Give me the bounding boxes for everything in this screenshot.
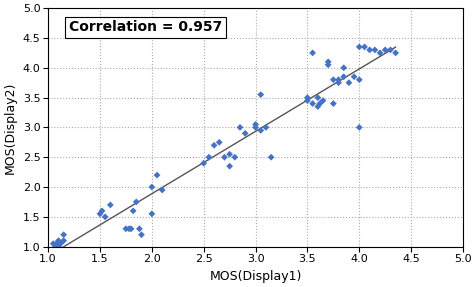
Point [241, 131, 249, 136]
Point [148, 185, 156, 189]
Point [101, 215, 109, 219]
Point [324, 63, 332, 67]
Point [51, 244, 59, 249]
Point [200, 161, 208, 166]
Point [319, 98, 327, 103]
Point [309, 101, 317, 106]
Point [50, 241, 57, 246]
Point [262, 125, 270, 130]
Point [138, 232, 145, 237]
Point [329, 77, 337, 82]
Point [268, 155, 275, 160]
Point [57, 241, 64, 246]
Point [60, 238, 68, 243]
Point [304, 98, 311, 103]
Point [381, 48, 389, 52]
Point [366, 48, 374, 52]
Y-axis label: MOS(Display2): MOS(Display2) [4, 81, 17, 174]
Point [226, 164, 233, 168]
Point [356, 125, 363, 130]
Point [129, 209, 137, 213]
Point [127, 226, 135, 231]
Point [335, 80, 342, 85]
Point [53, 241, 60, 246]
Point [153, 173, 161, 177]
Point [304, 95, 311, 100]
Point [387, 48, 394, 52]
Point [257, 128, 265, 133]
Point [136, 226, 143, 231]
Point [361, 44, 368, 49]
Point [210, 143, 218, 148]
Point [309, 51, 317, 55]
Point [216, 140, 223, 145]
Point [350, 74, 358, 79]
Point [231, 155, 238, 160]
Point [55, 238, 62, 243]
Point [257, 92, 265, 97]
Point [125, 226, 133, 231]
Point [236, 125, 244, 130]
Point [314, 104, 322, 109]
Point [226, 152, 233, 156]
Point [356, 77, 363, 82]
Point [159, 188, 166, 192]
Point [340, 74, 347, 79]
Point [148, 212, 156, 216]
Point [132, 200, 140, 204]
Point [122, 226, 130, 231]
Point [371, 48, 379, 52]
Point [345, 80, 353, 85]
Point [60, 232, 68, 237]
Point [98, 209, 106, 213]
Point [324, 59, 332, 64]
Point [376, 51, 384, 55]
Point [252, 122, 259, 127]
Point [107, 203, 114, 207]
X-axis label: MOS(Display1): MOS(Display1) [209, 270, 302, 283]
Point [392, 51, 399, 55]
Point [335, 77, 342, 82]
Point [340, 65, 347, 70]
Point [314, 95, 322, 100]
Point [96, 212, 104, 216]
Point [205, 155, 213, 160]
Point [252, 125, 259, 130]
Point [356, 44, 363, 49]
Point [329, 101, 337, 106]
Point [221, 155, 228, 160]
Point [316, 101, 324, 106]
Point [55, 244, 62, 249]
Text: Correlation = 0.957: Correlation = 0.957 [69, 20, 222, 34]
